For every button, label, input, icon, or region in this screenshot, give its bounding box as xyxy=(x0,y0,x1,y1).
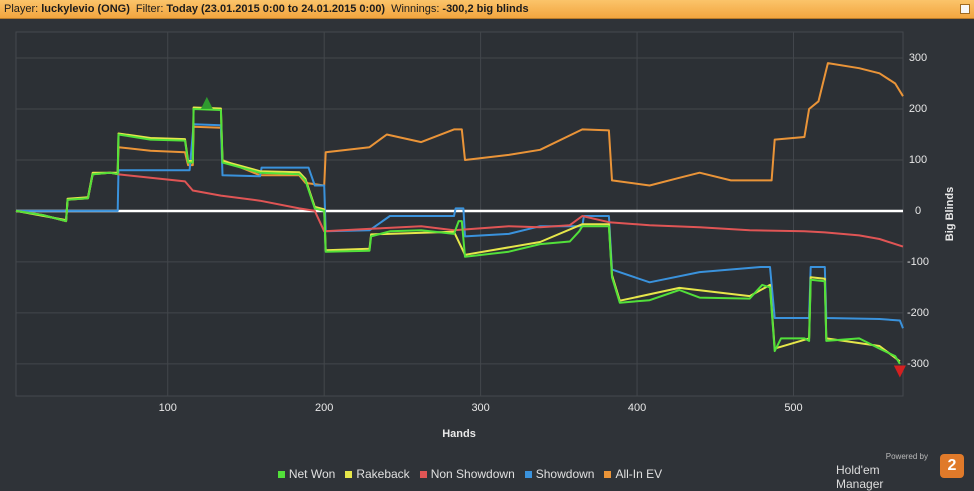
legend-label: All-In EV xyxy=(615,467,663,481)
header-icon xyxy=(960,4,970,14)
legend-label: Rakeback xyxy=(356,467,410,481)
x-tick-label: 100 xyxy=(159,402,177,414)
legend-swatch xyxy=(524,470,532,478)
x-tick-label: 500 xyxy=(784,402,802,414)
legend-label: Showdown xyxy=(535,467,595,481)
legend-swatch xyxy=(604,470,612,478)
lines xyxy=(15,62,906,378)
chart: Hands Big Blinds -300 -200 -100 0 100 200 300 1… xyxy=(15,31,956,440)
plot-area xyxy=(15,31,904,397)
header-bar: Player: luckylevio (ONG) Filter: Today (23.… xyxy=(0,0,974,19)
y-tick-label: 200 xyxy=(909,103,927,115)
x-tick-label: 400 xyxy=(628,402,646,414)
legend-item: Rakeback xyxy=(345,467,410,481)
x-tick-label: 300 xyxy=(471,402,489,414)
header-value: Today (23.01.2015 0:00 to 24.01.2015 0:0… xyxy=(166,3,386,15)
legend-swatch xyxy=(277,470,285,478)
series-line xyxy=(15,108,901,365)
header-value: luckylevio (ONG) xyxy=(41,3,130,15)
y-tick-label: -300 xyxy=(907,358,929,370)
extreme-marker xyxy=(200,96,213,109)
legend-label: Non Showdown xyxy=(430,467,515,481)
x-axis-label: Hands xyxy=(442,428,476,440)
legend-item: Non Showdown xyxy=(419,467,515,481)
powered-by: Powered by xyxy=(885,452,928,461)
y-tick-label: -100 xyxy=(907,256,929,268)
y-tick-label: 0 xyxy=(915,205,921,217)
extreme-marker xyxy=(893,365,906,378)
legend-item: Showdown xyxy=(524,467,595,481)
y-axis-label: Big Blinds xyxy=(944,187,956,241)
y-tick-label: 300 xyxy=(909,52,927,64)
grid xyxy=(16,32,903,396)
y-tick-label: 100 xyxy=(909,154,927,166)
product-version: 2 xyxy=(940,454,964,478)
legend-swatch xyxy=(345,470,353,478)
header-label: Winnings: xyxy=(391,3,440,15)
legend-item: All-In EV xyxy=(604,467,662,481)
x-tick-label: 200 xyxy=(315,402,333,414)
product-name: Hold'em Manager xyxy=(836,463,884,491)
logo: Powered by Hold'em Manager 2 xyxy=(836,452,966,491)
legend: Net Won Rakeback Non Showdown Showdown All-I… xyxy=(0,467,940,481)
header-value: -300,2 big blinds xyxy=(442,3,529,15)
legend-swatch xyxy=(419,470,427,478)
y-tick-label: -200 xyxy=(907,307,929,319)
legend-item: Net Won xyxy=(277,467,336,481)
header-label: Player: xyxy=(4,3,39,15)
header-label: Filter: xyxy=(135,3,164,15)
legend-label: Net Won xyxy=(288,467,336,481)
